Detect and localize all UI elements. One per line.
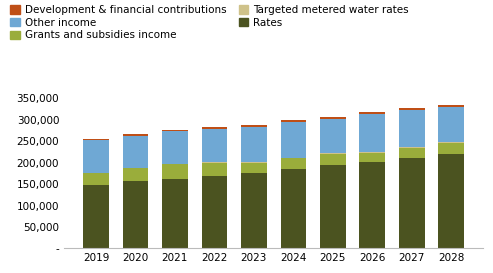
Bar	[123, 136, 148, 168]
Bar	[83, 173, 109, 185]
Bar	[359, 153, 385, 162]
Bar	[281, 122, 306, 158]
Bar	[83, 140, 109, 173]
Bar	[123, 181, 148, 248]
Bar	[281, 120, 306, 122]
Bar	[399, 108, 424, 110]
Legend: Development & financial contributions, Other income, Grants and subsidies income: Development & financial contributions, O…	[10, 5, 409, 40]
Bar	[438, 143, 464, 155]
Bar	[83, 185, 109, 248]
Bar	[359, 114, 385, 152]
Bar	[320, 154, 346, 165]
Bar	[162, 131, 188, 164]
Bar	[438, 107, 464, 142]
Bar	[202, 176, 227, 248]
Bar	[320, 165, 346, 248]
Bar	[359, 152, 385, 153]
Bar	[123, 168, 148, 181]
Bar	[320, 117, 346, 119]
Bar	[320, 119, 346, 153]
Bar	[320, 153, 346, 154]
Bar	[281, 170, 306, 248]
Bar	[202, 129, 227, 162]
Bar	[241, 125, 267, 127]
Bar	[359, 112, 385, 114]
Bar	[241, 163, 267, 173]
Bar	[162, 130, 188, 131]
Bar	[281, 158, 306, 170]
Bar	[399, 110, 424, 147]
Bar	[241, 162, 267, 163]
Bar	[202, 163, 227, 176]
Bar	[399, 148, 424, 158]
Bar	[202, 127, 227, 129]
Bar	[241, 127, 267, 162]
Bar	[202, 162, 227, 163]
Bar	[241, 173, 267, 248]
Bar	[399, 158, 424, 248]
Bar	[399, 147, 424, 148]
Bar	[123, 134, 148, 136]
Bar	[359, 162, 385, 248]
Bar	[162, 179, 188, 248]
Bar	[438, 155, 464, 248]
Bar	[438, 142, 464, 143]
Bar	[162, 164, 188, 179]
Bar	[438, 105, 464, 107]
Bar	[83, 139, 109, 140]
